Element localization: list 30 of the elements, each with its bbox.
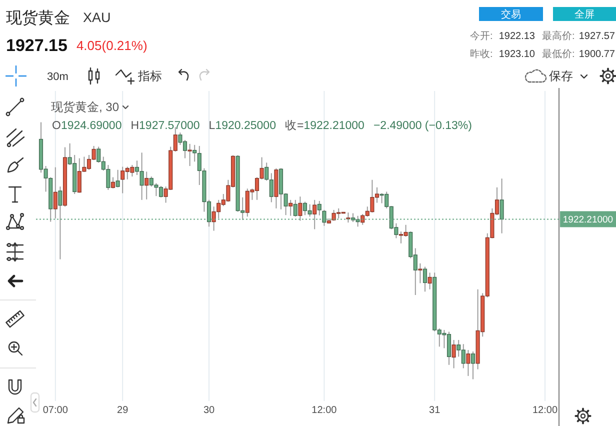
x-tick-label: 30 — [203, 405, 215, 416]
annotation: 全屏 — [574, 10, 594, 20]
subtitle: XAU — [83, 10, 111, 25]
annotation: 保存 — [549, 69, 573, 83]
annotation: 最低价: — [542, 49, 575, 60]
annotation: 最高价: — [542, 31, 575, 42]
annotation: 现货黄金, 30 — [51, 100, 120, 114]
annotation: 交易 — [501, 10, 521, 20]
annotation: 1927.15 — [6, 36, 68, 55]
annotation: 30m — [47, 71, 68, 83]
annotation: O1924.69000 — [52, 120, 122, 132]
x-tick-label: 29 — [117, 405, 128, 416]
annotation: 昨收: — [470, 49, 493, 60]
x-tick-label: 12:00 — [532, 405, 558, 416]
annotation: 1923.10 — [498, 49, 535, 60]
annotation: 1922.21000 — [562, 214, 614, 226]
annotation: L1920.25000 — [208, 120, 276, 132]
annotation: 收=1922.21000 — [284, 120, 364, 132]
x-tick-label: 31 — [429, 405, 440, 416]
annotation: 1927.57 — [578, 31, 615, 42]
x-tick-label: 12:00 — [312, 405, 337, 416]
annotation: 4.05(0.21%) — [76, 38, 148, 53]
annotation: H1927.57000 — [130, 120, 200, 132]
title: 现货黄金 — [6, 10, 70, 27]
annotation: −2.49000 (−0.13%) — [373, 120, 472, 132]
annotation: 今开: — [470, 31, 493, 42]
x-tick-label: 07:00 — [42, 405, 68, 416]
annotation: 1922.13 — [498, 31, 535, 42]
annotation: 1900.77 — [578, 49, 615, 60]
annotation: 指标 — [138, 69, 162, 83]
